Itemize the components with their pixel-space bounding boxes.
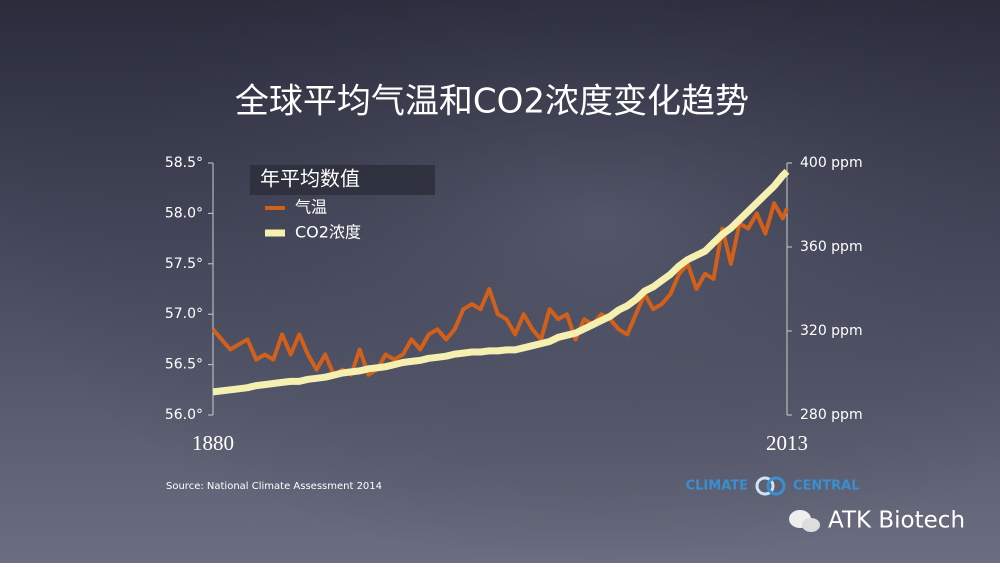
- legend-box: [250, 165, 435, 195]
- legend-label: CO2浓度: [295, 223, 361, 242]
- y-tick-label: 57.5°: [165, 256, 203, 272]
- y-tick-label: 56.5°: [165, 357, 203, 373]
- x-tick-label: 2013: [766, 431, 808, 455]
- series-line: [211, 201, 789, 377]
- legend-title: 年平均数值: [260, 167, 360, 191]
- logo-ring: [755, 476, 775, 496]
- y2-tick-label: 320 ppm: [800, 323, 863, 339]
- legend-label: 气温: [295, 198, 327, 217]
- y-tick-label: 58.0°: [165, 205, 203, 221]
- chart-title: 全球平均气温和CO2浓度变化趋势: [235, 82, 749, 122]
- logo-right: CENTRAL: [793, 479, 860, 494]
- logo-left: CLIMATE: [686, 479, 748, 494]
- series-line: [212, 168, 790, 396]
- y-tick-label: 57.0°: [165, 306, 203, 322]
- y-tick-label: 58.5°: [165, 155, 203, 171]
- y-tick-label: 56.0°: [165, 407, 203, 423]
- wechat-icon: [802, 518, 820, 532]
- watermark: ATK Biotech: [828, 508, 965, 534]
- y2-tick-label: 280 ppm: [800, 407, 863, 423]
- y2-tick-label: 360 ppm: [800, 239, 863, 255]
- x-tick-label: 1880: [192, 431, 234, 455]
- source: Source: National Climate Assessment 2014: [166, 481, 382, 492]
- logo-ring: [766, 476, 786, 496]
- y2-tick-label: 400 ppm: [800, 155, 863, 171]
